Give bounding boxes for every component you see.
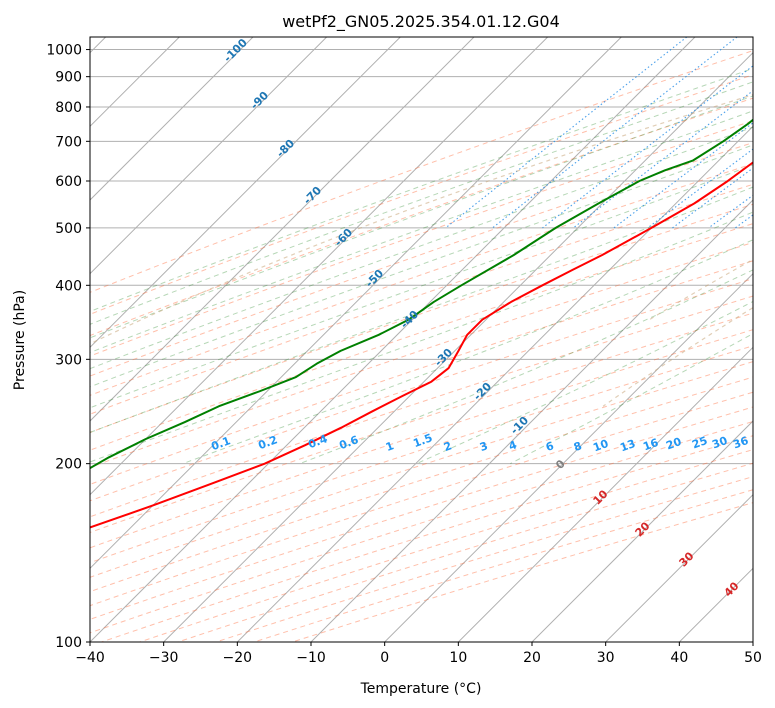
y-tick-label: 900 — [55, 70, 82, 86]
dry-adiabat-line — [90, 142, 753, 377]
moist-adiabat-line — [90, 95, 753, 339]
moist-adiabat-line — [90, 67, 753, 313]
isotherm-gridline — [457, 346, 753, 642]
mixing-ratio-line — [542, 65, 753, 229]
mixing-ratio-line — [672, 167, 753, 229]
x-tick-label: −30 — [149, 650, 179, 666]
x-tick-label: −20 — [223, 650, 253, 666]
y-tick-label: 1000 — [46, 43, 82, 59]
isotherm-gridline — [384, 272, 753, 642]
dry-adiabat-line — [90, 74, 753, 315]
isotherm-gridline — [310, 199, 753, 642]
isotherm-gridline — [531, 420, 753, 642]
moist-adiabat-line — [416, 300, 753, 465]
mixing-ratio-label: 30 — [710, 434, 729, 452]
isotherm-gridline — [90, 37, 401, 349]
mixing-ratio-label: 6 — [544, 439, 556, 454]
dry-adiabat-line — [90, 203, 753, 433]
isotherm-gridline — [90, 37, 254, 201]
dry-adiabat-line — [90, 329, 753, 549]
y-tick-label: 500 — [55, 221, 82, 237]
y-axis-title: Pressure (hPa) — [12, 290, 28, 390]
mixing-ratio-label: 0.6 — [337, 433, 360, 452]
mixing-ratio-label: 1 — [384, 439, 396, 454]
isotherm-gridline — [90, 37, 696, 642]
background-lines — [90, 37, 753, 642]
sounding-lines — [90, 118, 753, 529]
dry-adiabat-line — [90, 97, 753, 337]
dry-adiabat-line — [90, 295, 753, 518]
moist-adiabat-line — [90, 81, 753, 325]
mixing-ratio-label: 0.4 — [306, 432, 329, 451]
dry-adiabat-line — [90, 163, 753, 396]
x-tick-label: 10 — [449, 650, 467, 666]
mixing-ratio-label: 10 — [591, 437, 610, 455]
y-tick-label: 700 — [55, 134, 82, 150]
moist-adiabat-line — [182, 239, 753, 465]
x-tick-label: 40 — [670, 650, 688, 666]
mixing-ratio-label: 3 — [478, 439, 490, 454]
isotherm-gridline — [90, 37, 549, 496]
x-tick-label: 0 — [380, 650, 389, 666]
x-axis: −40 −30 −20 −10 0 10 20 30 40 50 — [75, 642, 762, 666]
reference-curve-line — [90, 94, 753, 345]
y-tick-label: 400 — [55, 278, 82, 294]
mixing-ratio-line — [492, 37, 738, 229]
x-axis-title: Temperature (°C) — [360, 681, 482, 697]
dry-adiabat-line — [90, 391, 753, 607]
y-tick-label: 800 — [55, 100, 82, 116]
mixing-ratio-label: 16 — [641, 436, 660, 454]
dry-adiabat-line — [90, 50, 753, 293]
x-tick-label: 30 — [597, 650, 615, 666]
moist-adiabat-line — [90, 110, 753, 354]
isotherm-gridline — [236, 125, 753, 642]
isotherm-gridline — [163, 51, 753, 642]
plot-frame — [89, 36, 754, 643]
x-tick-label: −40 — [75, 650, 105, 666]
x-tick-label: −10 — [296, 650, 326, 666]
y-tick-label: 100 — [55, 635, 82, 651]
temperature-profile-line — [90, 161, 753, 529]
moist-adiabat-line — [90, 164, 753, 409]
isotherm-gridline — [90, 37, 622, 570]
isotherm-gridline — [90, 37, 328, 275]
mixing-ratio-label: 4 — [507, 438, 519, 453]
mixing-ratio-label: 20 — [664, 435, 683, 453]
dewpoint-profile-line — [90, 118, 753, 470]
dry-adiabat-line — [90, 183, 753, 415]
mixing-ratio-label: 0.1 — [209, 434, 232, 453]
mixing-ratio-label: 8 — [572, 439, 584, 454]
mixing-ratio-label: 13 — [618, 437, 637, 454]
mixing-ratio-label: 0.2 — [256, 433, 279, 452]
dry-adiabat-line — [90, 376, 753, 593]
y-tick-label: 200 — [55, 457, 82, 473]
dry-adiabat-line — [90, 241, 753, 469]
y-tick-label: 300 — [55, 352, 82, 368]
x-tick-label: 20 — [523, 650, 541, 666]
mixing-ratio-label: 36 — [731, 434, 750, 452]
mixing-ratio-line — [572, 90, 753, 229]
dry-adiabat-line — [90, 345, 753, 564]
mixing-ratio-label: 25 — [690, 434, 709, 451]
dry-adiabat-line — [90, 260, 753, 485]
y-axis: 100 200 300 400 500 600 700 800 900 1000 — [46, 43, 90, 651]
moist-adiabat-line — [90, 186, 753, 433]
isotherm-gridline — [605, 493, 753, 642]
mixing-ratio-label: 1.5 — [411, 431, 434, 450]
x-tick-label: 50 — [744, 650, 762, 666]
mixing-ratio-label: 2 — [442, 439, 454, 454]
chart-title: wetPf2_GN05.2025.354.01.12.G04 — [282, 12, 560, 32]
y-tick-label: 600 — [55, 174, 82, 190]
isotherm-gridline — [90, 37, 475, 422]
moist-adiabat-line — [90, 126, 753, 370]
